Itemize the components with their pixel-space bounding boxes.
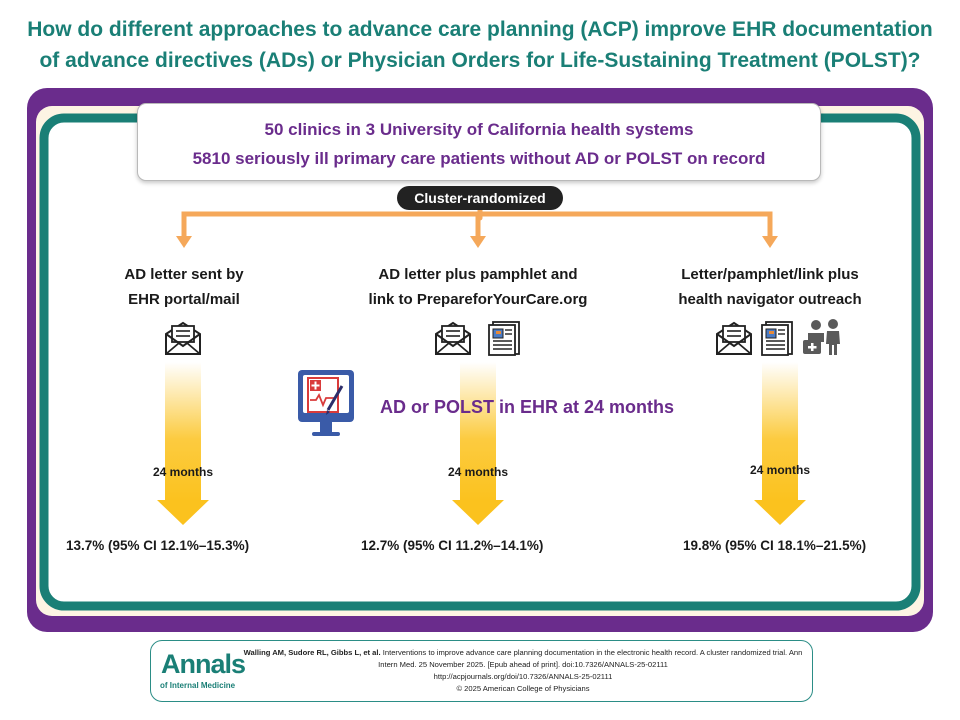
citation-text: Walling AM, Sudore RL, Gibbs L, et al. I… (243, 647, 803, 695)
population-line-1: 50 clinics in 3 University of California… (264, 120, 694, 139)
arm-1-line-1: AD letter sent by (124, 266, 244, 283)
title-line-2: of advance directives (ADs) or Physician… (39, 49, 921, 72)
citation-authors: Walling AM, Sudore RL, Gibbs L, et al. (243, 648, 381, 657)
envelope-letter-icon (165, 321, 201, 355)
citation-footer: Annals of Internal Medicine Walling AM, … (150, 640, 813, 702)
pamphlet-icon (761, 321, 793, 356)
branch-arrowheads (176, 236, 778, 248)
arm-1-result: 13.7% (95% CI 12.1%–15.3%) (66, 538, 250, 553)
arm-1-line-2: EHR portal/mail (128, 291, 240, 308)
randomization-label: Cluster-randomized (397, 186, 563, 210)
population-line-2: 5810 seriously ill primary care patients… (192, 149, 766, 168)
arm-2-label: AD letter plus pamphlet and link to Prep… (338, 262, 618, 312)
copyright: © 2025 American College of Physicians (456, 684, 590, 693)
arm-2-timepoint: 24 months (447, 465, 508, 479)
journal-logo-subtitle: of Internal Medicine (160, 681, 236, 690)
arm-2-line-1: AD letter plus pamphlet and (378, 266, 578, 283)
arm-2-line-2: link to PrepareforYourCare.org (368, 291, 588, 308)
citation-url[interactable]: http://acpjournals.org/doi/10.7326/ANNAL… (433, 672, 613, 681)
outcome-label: AD or POLST in EHR at 24 months (380, 397, 675, 417)
arm-2-result: 12.7% (95% CI 11.2%–14.1%) (361, 538, 544, 553)
ehr-computer-icon (298, 370, 354, 436)
journal-logo: Annals (161, 649, 246, 679)
envelope-letter-icon (435, 321, 471, 355)
citation-details: Interventions to improve advance care pl… (378, 648, 803, 669)
randomization-branches (181, 207, 773, 241)
timeline-arrow-1 (157, 362, 209, 525)
pamphlet-icon (488, 321, 520, 356)
title-line-1: How do different approaches to advance c… (27, 18, 933, 41)
arm-3-label: Letter/pamphlet/link plus health navigat… (655, 262, 885, 312)
envelope-letter-icon (716, 321, 752, 355)
timeline-arrow-2 (452, 362, 504, 525)
arm-1-label: AD letter sent by EHR portal/mail (78, 262, 290, 312)
arm-1-timepoint: 24 months (152, 465, 213, 479)
arm-3-timepoint: 24 months (749, 463, 810, 477)
arm-3-line-2: health navigator outreach (678, 291, 862, 308)
arm-3-line-1: Letter/pamphlet/link plus (681, 266, 859, 283)
health-navigator-icon (803, 319, 840, 355)
arm-3-result: 19.8% (95% CI 18.1%–21.5%) (683, 538, 867, 553)
page-title: How do different approaches to advance c… (0, 14, 960, 76)
population-box: 50 clinics in 3 University of California… (137, 103, 821, 181)
timeline-arrow-3 (754, 362, 806, 525)
